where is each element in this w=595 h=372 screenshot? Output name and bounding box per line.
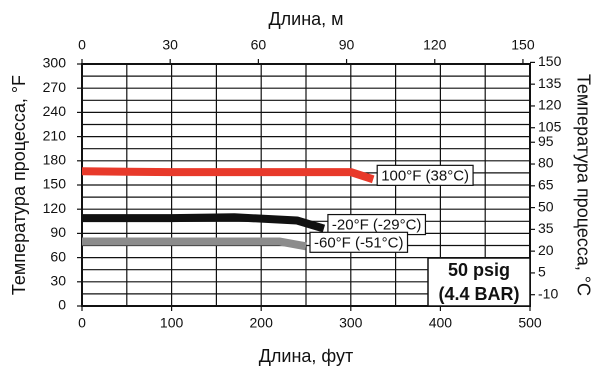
y2-tick-label: 80 xyxy=(538,155,554,171)
x2-tick-label: 120 xyxy=(423,37,447,53)
x-tick-label: 100 xyxy=(160,315,184,331)
y-tick-label: 120 xyxy=(43,200,67,216)
x2-axis-title: Длина, м xyxy=(268,9,343,29)
y2-tick-label: -10 xyxy=(538,285,558,301)
y2-axis-title: Температура процесса, °C xyxy=(573,74,593,296)
x2-tick-label: 0 xyxy=(78,37,86,53)
x2-tick-label: 90 xyxy=(339,37,355,53)
y-tick-label: 150 xyxy=(43,176,67,192)
x-tick-label: 300 xyxy=(339,315,363,331)
y-tick-label: 270 xyxy=(43,79,67,95)
series-label-group: 100°F (38°C) xyxy=(376,164,474,186)
y2-tick-label: 65 xyxy=(538,177,554,193)
series-line xyxy=(81,167,375,184)
y-tick-label: 90 xyxy=(50,224,66,240)
annotation: 50 psig xyxy=(448,260,510,280)
annotation-box xyxy=(427,257,531,307)
x-tick-label: 500 xyxy=(518,315,542,331)
series-line xyxy=(82,237,307,251)
x2-tick-label: 60 xyxy=(251,37,267,53)
series-label: -60°F (-51°C) xyxy=(314,234,404,251)
y-tick-label: 210 xyxy=(43,127,67,143)
y2-tick-label: 20 xyxy=(538,242,554,258)
y-axis-title: Температура процесса, °F xyxy=(9,75,29,295)
y-tick-label: 300 xyxy=(43,55,67,71)
y2-tick-label: 5 xyxy=(538,264,546,280)
series-label-group: -20°F (-29°C) xyxy=(327,213,427,236)
x-tick-label: 400 xyxy=(429,315,453,331)
series-label-box xyxy=(376,164,474,186)
series-line xyxy=(82,213,326,233)
series-label: 100°F (38°C) xyxy=(381,167,469,184)
annotation: (4.4 BAR) xyxy=(438,284,519,304)
x2-tick-label: 30 xyxy=(162,37,178,53)
series-label-group: -60°F (-51°C) xyxy=(309,231,409,253)
y-tick-label: 0 xyxy=(58,297,66,313)
plot-frame xyxy=(81,63,531,307)
y2-tick-label: 150 xyxy=(538,53,562,69)
y2-tick-label: 35 xyxy=(538,220,554,236)
y2-tick-label: 95 xyxy=(538,133,554,149)
x-tick-label: 200 xyxy=(250,315,274,331)
y2-tick-label: 135 xyxy=(538,75,562,91)
y-tick-label: 30 xyxy=(50,273,66,289)
series-label-box xyxy=(309,231,409,253)
y2-tick-label: 105 xyxy=(538,118,562,134)
y-tick-label: 240 xyxy=(43,103,67,119)
y-tick-label: 180 xyxy=(43,152,67,168)
series-label: -20°F (-29°C) xyxy=(332,217,422,234)
x-tick-label: 0 xyxy=(78,315,86,331)
y2-tick-label: 50 xyxy=(538,198,554,214)
y-tick-label: 60 xyxy=(50,248,66,264)
x-axis-title: Длина, фут xyxy=(259,346,354,366)
y2-tick-label: 120 xyxy=(538,97,562,113)
x2-tick-label: 150 xyxy=(511,37,535,53)
